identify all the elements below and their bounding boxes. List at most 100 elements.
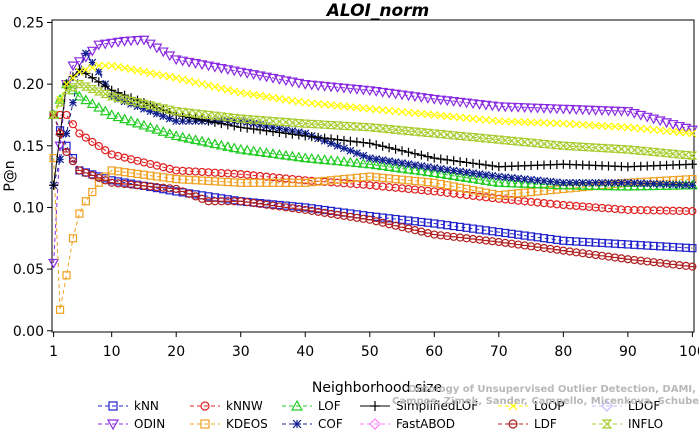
data-point xyxy=(423,152,433,162)
data-point xyxy=(165,72,174,81)
data-point xyxy=(467,173,479,183)
data-point xyxy=(359,104,368,113)
data-point xyxy=(183,57,195,68)
data-point xyxy=(280,149,292,160)
data-point xyxy=(339,135,349,145)
data-point xyxy=(507,173,516,182)
legend-marker xyxy=(601,419,613,429)
data-point xyxy=(178,75,187,84)
data-point xyxy=(558,141,569,150)
data-point xyxy=(506,177,518,188)
data-point xyxy=(475,115,484,124)
legend-marker xyxy=(200,401,210,411)
data-point xyxy=(512,102,524,113)
data-point xyxy=(114,62,123,71)
data-point xyxy=(331,155,344,166)
data-point xyxy=(365,154,374,163)
data-point xyxy=(338,83,350,94)
data-point xyxy=(416,150,426,160)
data-point xyxy=(48,110,59,120)
legend-item-lof: LOF xyxy=(282,399,341,413)
data-point xyxy=(119,36,131,47)
data-point xyxy=(409,127,420,136)
data-point xyxy=(372,105,381,114)
data-point xyxy=(68,72,78,82)
data-point xyxy=(667,120,679,130)
data-point xyxy=(293,118,304,128)
data-point xyxy=(417,162,426,170)
data-point xyxy=(468,158,478,168)
data-point xyxy=(538,103,550,114)
data-point xyxy=(486,101,498,112)
data-point xyxy=(525,178,537,189)
data-point xyxy=(578,178,587,187)
data-point xyxy=(527,175,536,184)
data-point xyxy=(391,144,401,154)
data-point xyxy=(158,104,169,113)
data-point xyxy=(152,70,161,79)
data-point xyxy=(61,86,72,95)
data-point xyxy=(565,120,574,128)
data-point xyxy=(411,161,419,169)
legend-marker xyxy=(292,419,302,429)
data-point xyxy=(391,158,400,166)
data-point xyxy=(688,207,697,216)
data-point xyxy=(146,69,155,77)
data-point xyxy=(455,157,465,167)
data-point xyxy=(454,171,466,181)
data-point xyxy=(428,167,440,178)
data-point xyxy=(514,174,523,183)
data-point xyxy=(216,112,227,121)
data-point xyxy=(526,138,537,147)
data-point xyxy=(172,74,181,82)
data-point xyxy=(378,106,387,114)
data-point xyxy=(494,117,503,126)
data-point xyxy=(81,65,90,74)
data-point xyxy=(648,147,659,157)
data-point xyxy=(648,114,660,125)
data-point xyxy=(473,100,485,110)
x-tick-label: 30 xyxy=(232,344,250,360)
data-point xyxy=(306,153,318,163)
data-point xyxy=(455,131,466,141)
data-point xyxy=(164,128,176,138)
data-point xyxy=(268,117,278,126)
data-point xyxy=(481,160,491,170)
data-point xyxy=(68,157,78,166)
data-point xyxy=(229,121,239,131)
data-point xyxy=(280,118,291,127)
legend-label: kNN xyxy=(134,399,159,413)
data-point xyxy=(688,181,697,190)
data-point xyxy=(114,95,123,103)
data-point xyxy=(351,157,363,168)
data-point xyxy=(138,99,149,108)
data-point xyxy=(248,70,260,80)
data-point xyxy=(55,98,66,107)
data-point xyxy=(398,107,406,116)
data-point xyxy=(357,85,369,96)
data-point xyxy=(112,111,124,122)
data-point xyxy=(326,134,336,144)
data-point xyxy=(636,124,645,133)
data-point xyxy=(319,81,331,92)
data-point xyxy=(249,124,259,134)
data-point xyxy=(127,65,135,74)
data-point xyxy=(630,123,639,132)
data-point xyxy=(636,179,645,188)
data-point xyxy=(151,123,163,134)
data-point xyxy=(402,163,415,174)
legend-item-cof: COF xyxy=(282,417,343,431)
data-point xyxy=(532,103,544,114)
data-point xyxy=(68,234,78,243)
data-point xyxy=(254,71,266,82)
data-point xyxy=(202,136,214,147)
data-point xyxy=(268,127,278,137)
data-point xyxy=(197,110,207,119)
data-point xyxy=(327,101,335,110)
data-point xyxy=(682,181,690,189)
data-point xyxy=(487,161,497,171)
data-point xyxy=(669,180,677,189)
data-point xyxy=(662,180,671,189)
data-point xyxy=(507,117,516,126)
data-point xyxy=(545,140,556,149)
